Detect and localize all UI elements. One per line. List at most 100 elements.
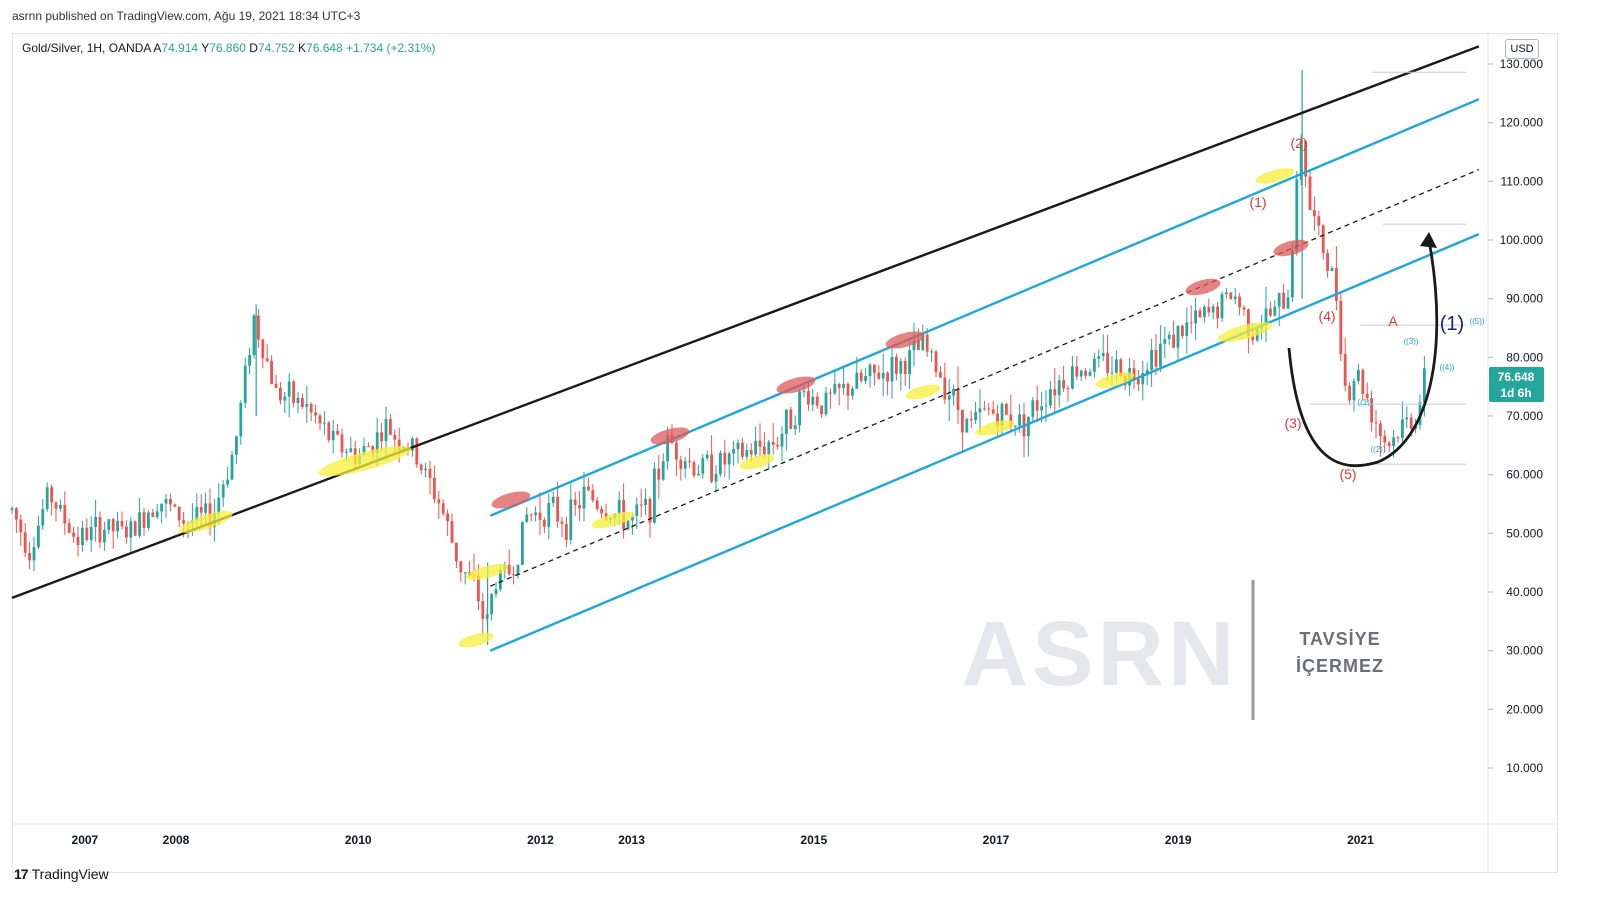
price-axis: 130.000 120.000 110.000 100.000 90.000 80.000… [1488, 57, 1543, 775]
candle-body [37, 525, 40, 548]
candle-body [1286, 297, 1290, 309]
chart-pane[interactable] [12, 33, 1558, 873]
candle-body [1291, 250, 1294, 298]
candle-body [1343, 353, 1347, 386]
candle-body [1000, 403, 1004, 426]
candle-body [1013, 425, 1017, 427]
candle-body [556, 496, 559, 522]
last-price-tag: 76.648 1d 6h [1489, 367, 1544, 402]
candle-body [301, 397, 304, 407]
last-price-tag-bg [1489, 367, 1544, 402]
candle-body [1049, 389, 1052, 406]
candle-body [934, 351, 938, 373]
candle-body [1396, 437, 1400, 439]
candle-body [257, 315, 260, 340]
candle-body [877, 372, 881, 379]
candle-body [719, 452, 722, 474]
candle-body [551, 496, 555, 504]
candle-body [1409, 417, 1413, 429]
candle-body [736, 442, 740, 450]
candle-body [569, 499, 573, 540]
legend-high-label: Y [201, 41, 210, 55]
candle-body [1392, 437, 1395, 447]
candle-body [815, 396, 819, 406]
candle-body [345, 451, 348, 453]
candle-body [235, 436, 238, 455]
highlight-ellipse [739, 454, 775, 470]
candle-body [974, 412, 977, 421]
time-tick-label: 2019 [1165, 833, 1192, 847]
candle-body [1115, 359, 1118, 373]
legend-low-label: D [249, 41, 258, 55]
price-tick-label: 90.000 [1506, 292, 1543, 306]
highlight-ellipse [650, 427, 690, 445]
candle-body [433, 477, 436, 500]
candle-body [230, 454, 234, 480]
candle-body [160, 503, 163, 512]
tradingview-logo[interactable]: 17 TradingView [14, 866, 109, 882]
candle-body [151, 512, 155, 518]
candle-body [837, 383, 841, 389]
candle-body [1383, 435, 1387, 443]
candle-body [1220, 294, 1224, 319]
watermark-line1: TAVSİYE [1299, 629, 1380, 649]
highlight-ellipse [1095, 372, 1135, 388]
legend-close-value: 76.648 [306, 41, 343, 55]
price-tick-label: 20.000 [1506, 702, 1543, 716]
candle-body [415, 438, 419, 465]
candle-body [560, 521, 564, 524]
candle-body [481, 601, 485, 619]
candle-body [1198, 310, 1202, 318]
highlight-ellipse [591, 511, 635, 529]
candle-body [525, 514, 529, 522]
candle-body [252, 315, 256, 355]
candle-body [587, 486, 590, 491]
candle-body [428, 468, 432, 478]
candle-body [873, 364, 876, 373]
candle-body [956, 389, 960, 411]
candle-body [1040, 406, 1043, 411]
candle-body [851, 388, 854, 396]
candle-body [1251, 336, 1255, 341]
candle-body [639, 504, 643, 506]
candle-body [1119, 359, 1123, 377]
candle-body [1194, 310, 1197, 324]
candle-body [1247, 309, 1250, 337]
candle-body [961, 410, 964, 433]
candle-body [1035, 400, 1039, 411]
candle-body [987, 408, 991, 410]
candle-body [59, 505, 62, 509]
candle-body [362, 446, 366, 456]
candle-body [50, 487, 53, 503]
candle-body [534, 512, 537, 516]
candle-body [1189, 322, 1193, 324]
candle-body [939, 372, 942, 378]
time-tick-label: 2012 [527, 833, 554, 847]
candle-body [411, 438, 414, 451]
candle-body [169, 499, 172, 505]
candle-body [1295, 179, 1299, 251]
candle-body [824, 392, 828, 415]
candle-body [692, 462, 696, 476]
trendline-1 [11, 45, 1480, 599]
candle-body [1365, 393, 1369, 399]
candle-body [1057, 380, 1061, 396]
candle-body [723, 452, 727, 465]
candle-body [243, 365, 247, 403]
candle-body [868, 364, 872, 376]
candle-body [846, 383, 850, 396]
candle-body [477, 576, 480, 602]
candle-body [1159, 343, 1162, 367]
candle-body [1233, 296, 1237, 300]
candle-body [811, 396, 815, 405]
candle-body [1387, 442, 1391, 447]
currency-button[interactable]: USD [1505, 39, 1539, 59]
candle-body [309, 403, 313, 413]
candle-body [116, 520, 119, 532]
candle-body [516, 564, 520, 576]
highlight-ellipse [318, 445, 412, 477]
projection-arrow-head-icon [1420, 232, 1437, 248]
wave-label-small: ((4)) [1439, 363, 1454, 372]
candle-body [287, 381, 291, 397]
